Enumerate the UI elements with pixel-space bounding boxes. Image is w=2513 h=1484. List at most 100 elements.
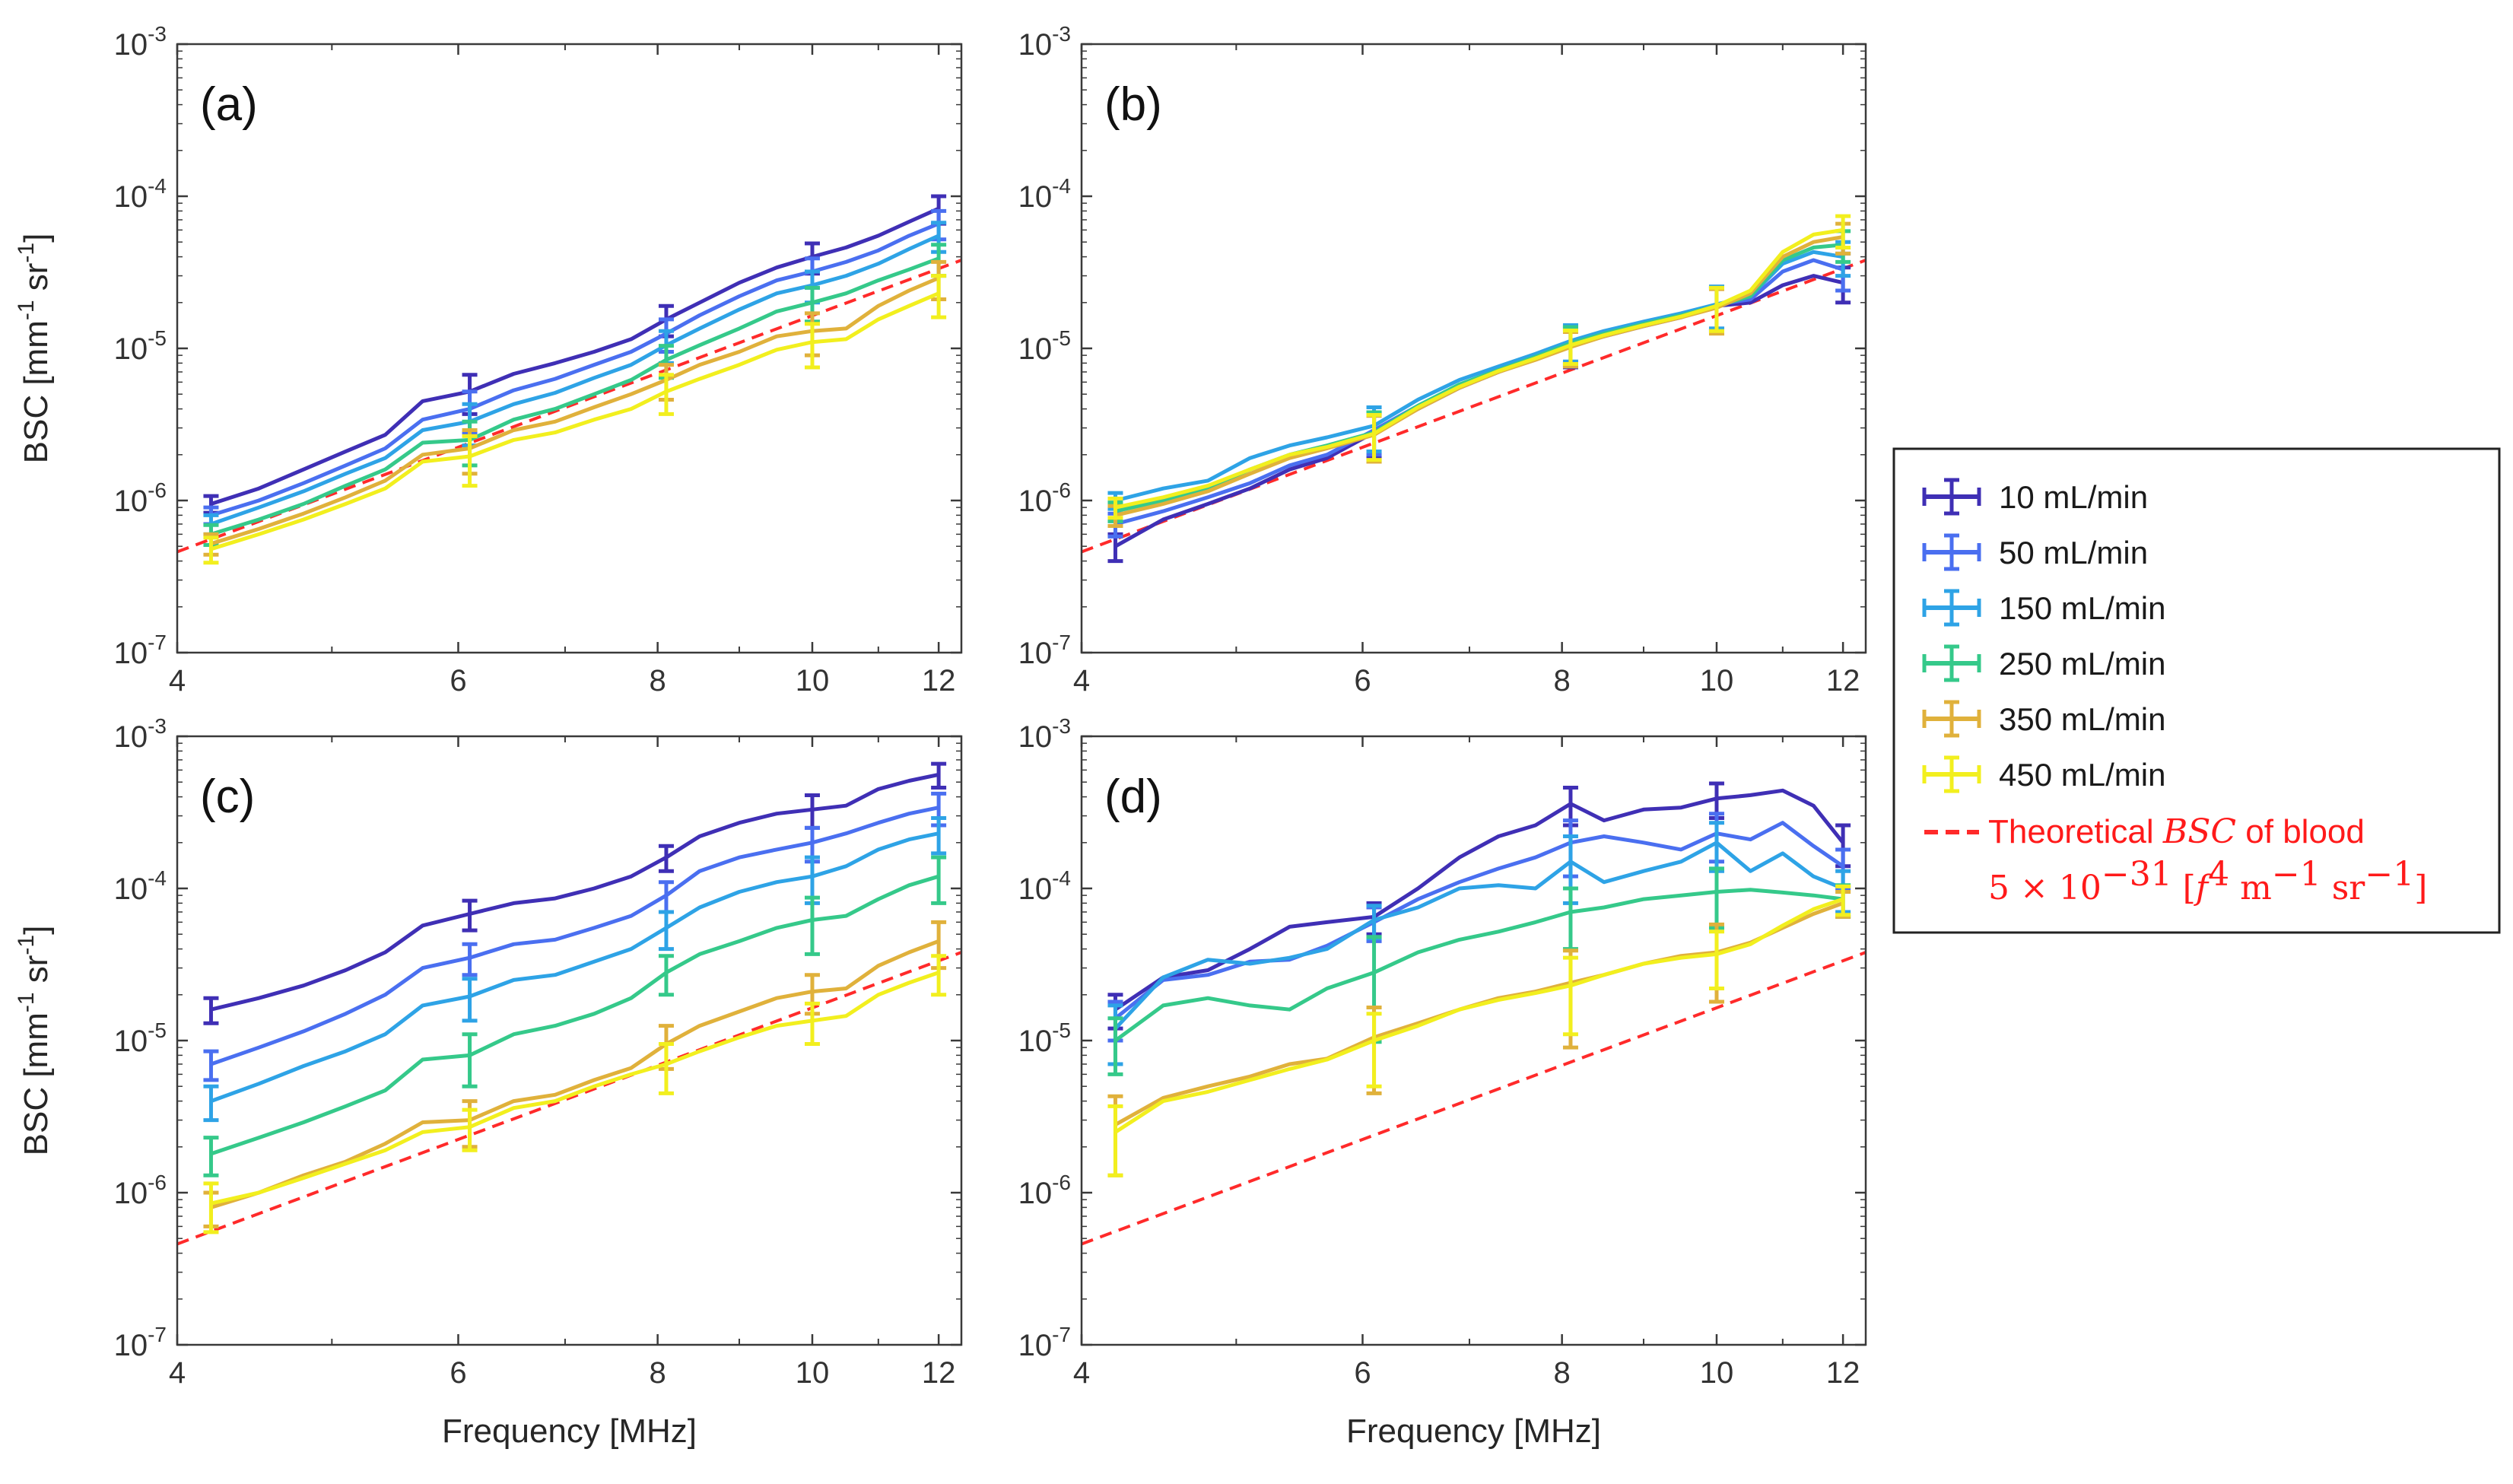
y-tick-label: 10-5 xyxy=(114,326,167,366)
y-tick-base: 10 xyxy=(1018,485,1053,518)
y-tick-base: 10 xyxy=(1018,180,1053,214)
y-tick-base: 10 xyxy=(1018,28,1053,62)
y-tick-exponent: -4 xyxy=(1052,174,1071,198)
y-tick-label: 10-3 xyxy=(114,714,167,754)
legend-label-theory: Theoretical BSC of blood xyxy=(1988,812,2365,851)
y-axis-label-end: ] xyxy=(17,234,55,243)
plot-content xyxy=(177,761,961,1246)
y-tick-base: 10 xyxy=(114,872,148,906)
y-tick-base: 10 xyxy=(114,1329,148,1362)
y-tick-base: 10 xyxy=(1018,332,1053,366)
x-tick-label: 6 xyxy=(450,664,466,698)
y-tick-label: 10-7 xyxy=(1018,631,1071,670)
x-tick-label: 10 xyxy=(1700,664,1734,698)
x-tick-label: 12 xyxy=(922,1356,956,1390)
y-axis-label-mid: sr xyxy=(17,263,55,300)
plot-content xyxy=(1082,214,1866,564)
y-tick-label: 10-6 xyxy=(1018,478,1071,518)
y-tick-label: 10-6 xyxy=(1018,1171,1071,1210)
y-tick-base: 10 xyxy=(114,1177,148,1210)
y-tick-exponent: -4 xyxy=(148,174,167,198)
series-line-150 xyxy=(210,234,940,526)
x-tick-label: 10 xyxy=(796,664,830,698)
x-tick-label: 12 xyxy=(1826,664,1860,698)
y-tick-base: 10 xyxy=(114,1025,148,1058)
x-tick-label: 4 xyxy=(1073,1356,1090,1390)
legend-label-350: 350 mL/min xyxy=(1999,701,2165,737)
series-line-150 xyxy=(1114,841,1844,1030)
x-tick-label: 8 xyxy=(650,1356,666,1390)
y-tick-base: 10 xyxy=(114,28,148,62)
plot-area xyxy=(1082,736,1866,1345)
series-line-50 xyxy=(210,806,939,1066)
legend-label-10: 10 mL/min xyxy=(1999,479,2148,515)
series-line-250 xyxy=(210,256,939,536)
x-tick-label: 8 xyxy=(1554,664,1571,698)
x-tick-label: 12 xyxy=(1826,1356,1860,1390)
legend-label-50: 50 mL/min xyxy=(1999,535,2148,570)
y-tick-base: 10 xyxy=(1018,872,1053,906)
x-tick-label: 8 xyxy=(1554,1356,1571,1390)
y-tick-label: 10-3 xyxy=(114,22,167,62)
y-tick-label: 10-7 xyxy=(114,1323,167,1362)
legend-theory-formula: 5 × 10−31 [f4 m−1 sr−1] xyxy=(1988,855,2427,907)
x-axis-label: Frequency [MHz] xyxy=(1346,1413,1601,1450)
y-tick-label: 10-4 xyxy=(114,174,167,214)
y-tick-label: 10-7 xyxy=(1018,1323,1071,1362)
panel-d: 4 6 8 10 1210-710-610-510-410-3(d)Frequency … xyxy=(1018,714,1867,1450)
y-tick-exponent: -4 xyxy=(1052,866,1071,890)
theory-line xyxy=(1082,951,1866,1246)
plot-area xyxy=(177,736,961,1345)
y-axis-label-exp2: -1 xyxy=(14,243,39,263)
x-tick-label: 10 xyxy=(1700,1356,1734,1390)
legend: 10 mL/min 50 mL/min 150 mL/min 250 mL/mi… xyxy=(1892,447,2501,934)
panel-label: (c) xyxy=(200,771,255,823)
y-axis-label-unit: BSC [mm xyxy=(17,320,55,463)
y-tick-exponent: -7 xyxy=(148,1323,167,1346)
y-axis-label: BSC [mm-1 sr-1] xyxy=(14,234,55,464)
y-tick-exponent: -7 xyxy=(1052,631,1071,654)
legend-label-450: 450 mL/min xyxy=(1999,757,2165,793)
x-tick-label: 8 xyxy=(650,664,666,698)
y-tick-exponent: -5 xyxy=(1052,1018,1071,1042)
y-tick-base: 10 xyxy=(1018,1025,1053,1058)
y-tick-base: 10 xyxy=(1018,1329,1053,1362)
y-axis-label-exp2: -1 xyxy=(14,935,39,955)
y-tick-label: 10-4 xyxy=(1018,866,1071,906)
x-tick-label: 6 xyxy=(450,1356,466,1390)
plot-area xyxy=(177,44,961,653)
y-tick-base: 10 xyxy=(1018,1177,1053,1210)
y-tick-exponent: -6 xyxy=(148,1171,167,1194)
series-line-10 xyxy=(210,206,940,506)
x-tick-label: 6 xyxy=(1354,1356,1371,1390)
series-line-450 xyxy=(210,971,939,1206)
x-tick-label: 4 xyxy=(169,664,186,698)
y-tick-exponent: -6 xyxy=(1052,1171,1071,1194)
y-tick-exponent: -3 xyxy=(148,22,167,46)
panel-label: (a) xyxy=(200,78,258,131)
y-tick-base: 10 xyxy=(1018,720,1053,754)
y-tick-exponent: -3 xyxy=(148,714,167,738)
y-tick-exponent: -6 xyxy=(1052,478,1071,502)
plot-area xyxy=(1082,44,1866,653)
y-tick-base: 10 xyxy=(114,485,148,518)
y-tick-label: 10-5 xyxy=(1018,1018,1071,1058)
series-line-450 xyxy=(1114,897,1844,1134)
y-axis-label-unit: BSC [mm xyxy=(17,1012,55,1155)
y-tick-exponent: -7 xyxy=(148,631,167,654)
y-tick-exponent: -3 xyxy=(1052,714,1071,738)
y-tick-exponent: -4 xyxy=(148,866,167,890)
x-tick-label: 10 xyxy=(796,1356,830,1390)
theory-line xyxy=(177,951,961,1246)
y-tick-label: 10-5 xyxy=(114,1018,167,1058)
legend-markers xyxy=(1922,478,1981,834)
y-tick-label: 10-7 xyxy=(114,631,167,670)
legend-box xyxy=(1892,447,2501,934)
y-tick-label: 10-3 xyxy=(1018,22,1071,62)
x-tick-label: 4 xyxy=(169,1356,186,1390)
y-axis-label-exp: -1 xyxy=(14,300,39,320)
series-line-450 xyxy=(1114,227,1844,510)
